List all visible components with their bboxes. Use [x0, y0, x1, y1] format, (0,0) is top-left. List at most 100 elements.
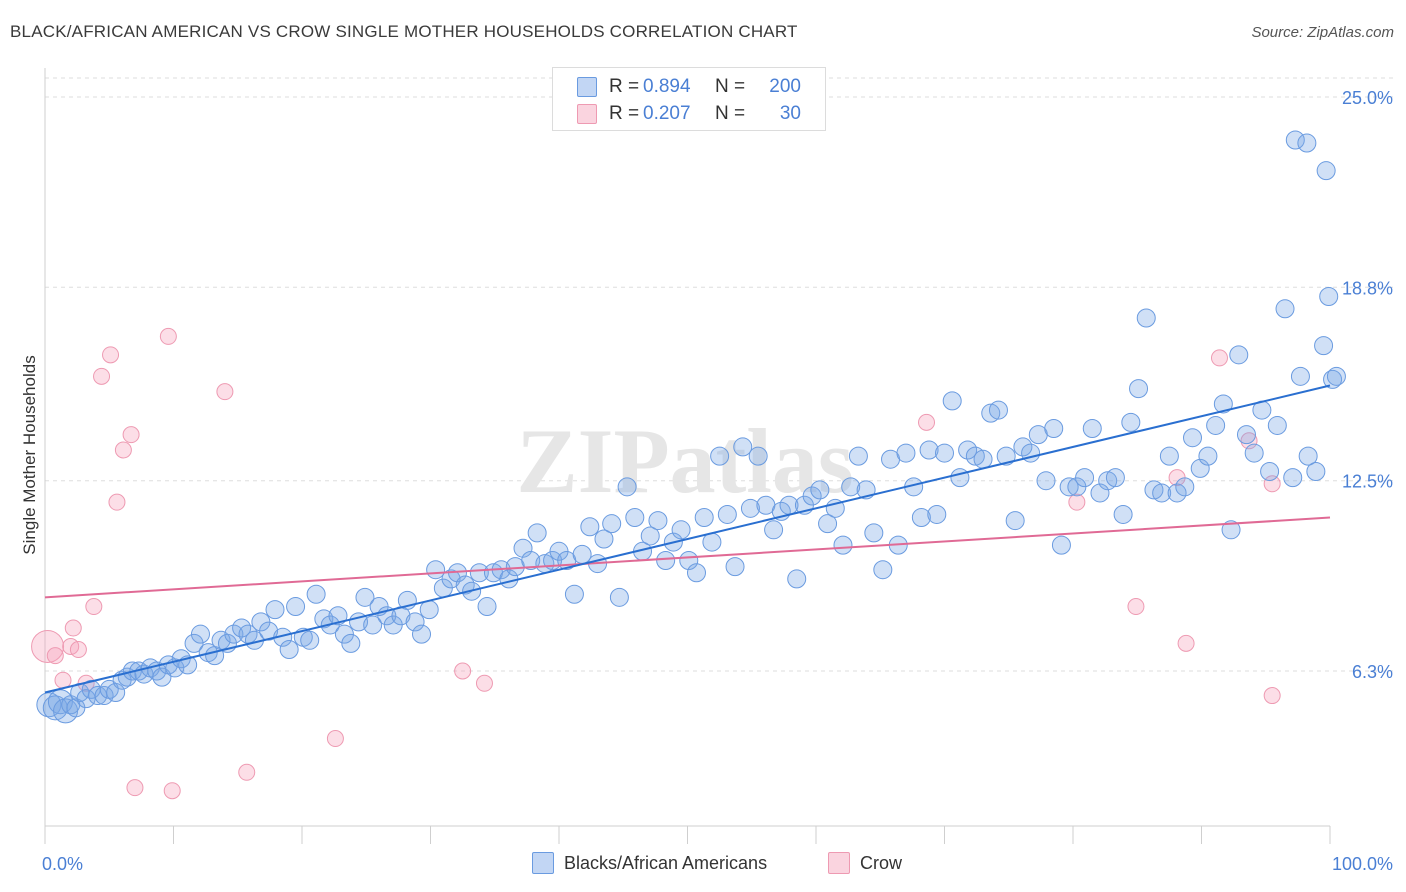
black-african-american-point — [1297, 133, 1317, 153]
black-african-american-point — [1244, 443, 1264, 463]
black-african-american-point — [740, 498, 760, 518]
black-african-american-point — [1236, 425, 1256, 445]
crow-point — [216, 383, 234, 401]
black-african-american-point — [1129, 379, 1149, 399]
crow-point — [64, 619, 82, 637]
black-african-american-point — [1075, 468, 1095, 488]
y-axis-label: Single Mother Households — [20, 355, 39, 555]
crow-point — [163, 782, 181, 800]
legend-n-value: 200 — [769, 76, 801, 97]
black-african-american-point — [1190, 458, 1210, 478]
black-african-american-point — [1051, 535, 1071, 555]
black-african-american-point — [1144, 480, 1164, 500]
black-african-american-point — [1036, 471, 1056, 491]
black-african-american-point — [1275, 299, 1295, 319]
black-african-american-point — [1121, 412, 1141, 432]
black-african-american-point — [648, 511, 668, 531]
black-african-american-point — [710, 446, 730, 466]
black-african-american-point — [469, 563, 489, 583]
y-tick-label: 18.8% — [1342, 278, 1393, 298]
series-legend-item-blacks[interactable]: Blacks/African Americans — [532, 852, 767, 874]
black-african-american-point — [935, 443, 954, 463]
black-african-american-point — [810, 480, 830, 500]
black-african-american-point — [564, 584, 584, 604]
trend-lines — [44, 384, 1331, 694]
black-african-american-point — [1167, 483, 1187, 503]
legend-r-label: R = — [609, 76, 640, 97]
black-african-american-point — [927, 504, 947, 524]
legend-r-value: 0.894 — [643, 76, 691, 97]
crow-point — [159, 327, 177, 345]
grid-lines — [45, 77, 1395, 672]
black-african-american-point — [363, 615, 383, 635]
crow-point — [1210, 349, 1228, 367]
black-african-american-point — [686, 563, 706, 583]
black-african-american-point — [1267, 415, 1287, 435]
black-african-american-point — [602, 514, 622, 534]
crow-point — [454, 662, 472, 680]
black-african-american-point — [286, 597, 306, 617]
black-african-american-point — [848, 446, 868, 466]
crow-point — [31, 629, 65, 663]
black-african-american-point — [594, 529, 614, 549]
black-african-american-point — [1260, 461, 1280, 481]
crow-point — [1127, 598, 1145, 616]
black-african-american-point — [184, 633, 204, 653]
crow-point — [1263, 687, 1281, 705]
black-african-american-point — [988, 400, 1008, 420]
legend-r-label: R = — [609, 103, 640, 124]
crow-point — [114, 441, 132, 459]
black-african-american-point — [1198, 446, 1218, 466]
black-african-american-point — [864, 523, 884, 543]
series-swatch-pink — [828, 852, 850, 874]
black-african-american-point — [1229, 345, 1249, 365]
x-tick-label: 0.0% — [42, 854, 83, 874]
black-african-american-point — [1013, 437, 1033, 457]
crow-point — [126, 779, 144, 797]
black-african-american-point — [625, 508, 645, 528]
black-african-american-point — [950, 468, 970, 488]
black-african-american-point — [426, 560, 446, 580]
series-legend-item-crow[interactable]: Crow — [828, 852, 902, 874]
black-african-american-point — [725, 557, 745, 577]
legend-r-value: 0.207 — [643, 103, 691, 124]
black-african-american-point — [527, 523, 547, 543]
y-tick-label: 25.0% — [1342, 88, 1393, 108]
series-swatch-blue — [532, 852, 554, 874]
black-african-american-point — [841, 477, 861, 497]
x-tick-label: 100.0% — [1332, 854, 1393, 874]
crow-trend-line — [44, 516, 1331, 599]
black-african-american-point — [1206, 415, 1226, 435]
black-african-american-point — [1319, 287, 1339, 307]
crow-point — [54, 671, 72, 689]
correlation-legend: R = 0.894 N = 200 R = 0.207 N = 30 — [552, 67, 826, 131]
black-african-american-point — [328, 606, 348, 626]
black-african-american-point — [802, 486, 822, 506]
crow-point — [1068, 493, 1086, 511]
crow-point — [238, 763, 256, 781]
black-african-american-point — [656, 550, 676, 570]
black-african-american-point — [787, 569, 807, 589]
crow-point — [918, 413, 936, 431]
crow-point — [326, 730, 344, 748]
black-african-american-point — [942, 391, 962, 411]
black-african-american-point — [609, 587, 629, 607]
watermark: ZIPatlas — [516, 410, 853, 512]
black-african-american-point — [355, 587, 375, 607]
black-african-american-point — [1152, 483, 1172, 503]
black-african-american-point — [106, 682, 126, 702]
black-african-american-point — [996, 446, 1016, 466]
black-african-american-point — [1005, 511, 1025, 531]
black-african-american-point — [1221, 520, 1241, 540]
black-african-american-point — [1290, 366, 1310, 386]
black-african-american-point — [1044, 419, 1064, 439]
black-african-american-point — [279, 640, 299, 660]
legend-swatch-blue — [577, 77, 597, 97]
black-african-american-point — [513, 538, 533, 558]
legend-swatch-pink — [577, 104, 597, 124]
black-african-american-point — [224, 624, 244, 644]
crow-point — [1263, 475, 1281, 493]
black-african-american-points — [36, 130, 1346, 724]
black-african-american-point — [764, 520, 784, 540]
